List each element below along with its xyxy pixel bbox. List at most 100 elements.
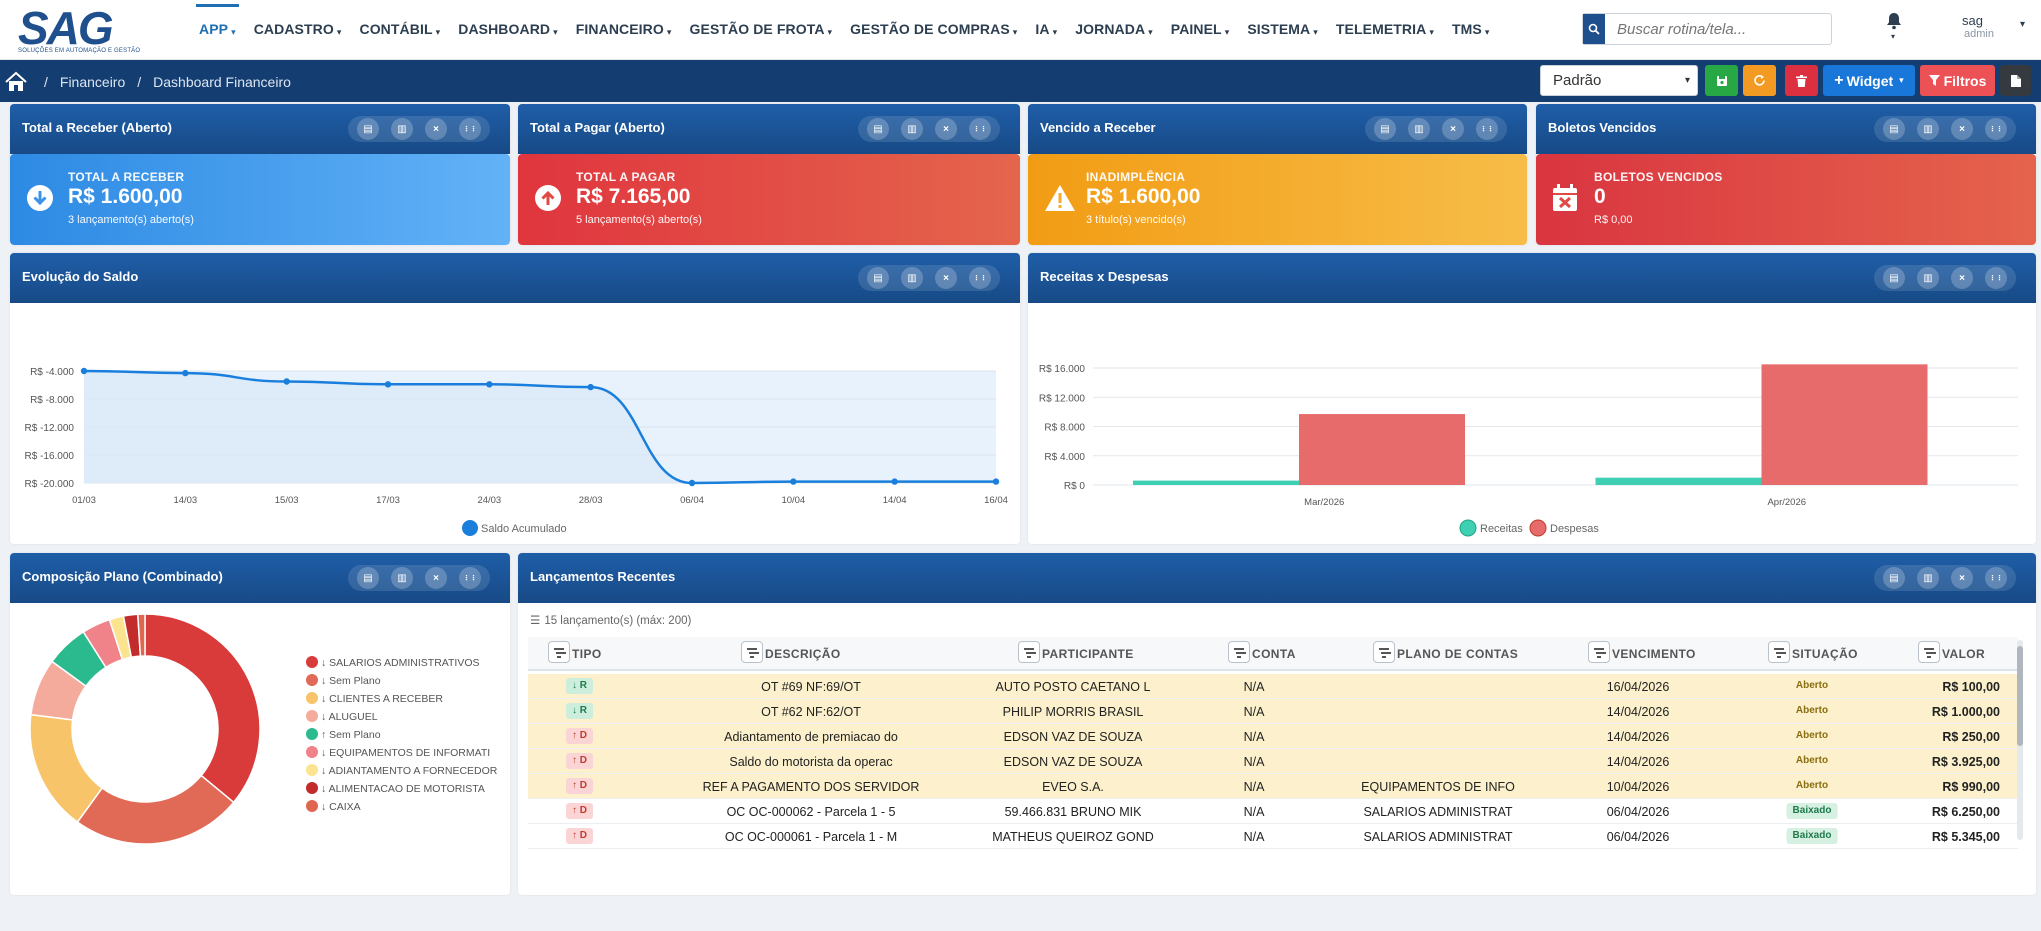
- cell-vencimento: 06/04/2026: [1606, 805, 1670, 819]
- filter-conta-button[interactable]: [1228, 641, 1250, 663]
- col-header-conta[interactable]: CONTA: [1252, 647, 1296, 661]
- filter-valor-button[interactable]: [1918, 641, 1940, 663]
- excel-export-icon[interactable]: ▥: [391, 118, 413, 140]
- panel-actions: ▤ ▥ × ⋮⋮: [1874, 116, 2016, 142]
- column-menu-icon[interactable]: ⋮⋮: [1985, 567, 2007, 589]
- pdf-export-icon[interactable]: ▤: [1883, 567, 1905, 589]
- pdf-export-icon[interactable]: ▤: [867, 267, 889, 289]
- excel-export-icon[interactable]: ▥: [901, 118, 923, 140]
- column-menu-icon[interactable]: ⋮⋮: [1985, 118, 2007, 140]
- search-box[interactable]: [1582, 13, 1832, 45]
- cell-conta: N/A: [1243, 705, 1265, 719]
- close-icon[interactable]: ×: [935, 267, 957, 289]
- menu-item-contabil[interactable]: CONTÁBIL ▾: [359, 21, 441, 37]
- search-icon[interactable]: [1583, 14, 1605, 44]
- table-row[interactable]: ↓ R OT #69 NF:69/OT AUTO POSTO CAETANO L N/…: [528, 674, 2018, 699]
- legend-swatch: [306, 764, 318, 776]
- col-header-vencimento[interactable]: VENCIMENTO: [1612, 647, 1696, 661]
- menu-item-ia[interactable]: IA ▾: [1035, 21, 1058, 37]
- sag-logo[interactable]: SAG SOLUÇÕES EM AUTOMAÇÃO E GESTÃO: [18, 5, 168, 58]
- panel-actions: ▤ ▥ × ⋮⋮: [1874, 265, 2016, 291]
- table-row[interactable]: ↑ D Saldo do motorista da operac EDSON VAZ…: [528, 749, 2018, 774]
- menu-item-painel[interactable]: PAINEL ▾: [1170, 21, 1230, 37]
- menu-item-financeiro[interactable]: FINANCEIRO ▾: [575, 21, 672, 37]
- menu-item-telemetria[interactable]: TELEMETRIA ▾: [1335, 21, 1434, 37]
- column-menu-icon[interactable]: ⋮⋮: [969, 118, 991, 140]
- filters-button[interactable]: Filtros: [1920, 65, 1995, 96]
- col-header-plano-de-contas[interactable]: PLANO DE CONTAS: [1397, 647, 1519, 661]
- pdf-export-icon[interactable]: ▤: [1883, 118, 1905, 140]
- filter-plano-de-contas-button[interactable]: [1373, 641, 1395, 663]
- menu-item-gestao-de-frota[interactable]: GESTÃO DE FROTA ▾: [689, 21, 833, 37]
- pdf-export-icon[interactable]: ▤: [1374, 118, 1396, 140]
- menu-item-sistema[interactable]: SISTEMA ▾: [1247, 21, 1318, 37]
- pdf-export-icon[interactable]: ▤: [1883, 267, 1905, 289]
- home-icon[interactable]: [4, 71, 28, 93]
- kpi-card: TOTAL A PAGAR R$ 7.165,00 5 lançamento(s) …: [518, 154, 1020, 245]
- layout-select[interactable]: Padrão ▾: [1540, 65, 1698, 96]
- close-icon[interactable]: ×: [1951, 118, 1973, 140]
- excel-export-icon[interactable]: ▥: [1917, 567, 1939, 589]
- user-menu[interactable]: sag admin ▾: [1962, 13, 2025, 40]
- search-input[interactable]: [1605, 20, 1825, 38]
- col-header-participante[interactable]: PARTICIPANTE: [1042, 647, 1134, 661]
- export-pdf-button[interactable]: [2000, 65, 2031, 96]
- column-menu-icon[interactable]: ⋮⋮: [969, 267, 991, 289]
- pdf-export-icon[interactable]: ▤: [357, 567, 379, 589]
- refresh-button[interactable]: [1743, 65, 1776, 96]
- pdf-export-icon[interactable]: ▤: [867, 118, 889, 140]
- kpi-card: TOTAL A RECEBER R$ 1.600,00 3 lançamento(s…: [10, 154, 510, 245]
- filter-vencimento-button[interactable]: [1588, 641, 1610, 663]
- close-icon[interactable]: ×: [1951, 267, 1973, 289]
- menu-item-cadastro[interactable]: CADASTRO ▾: [253, 21, 342, 37]
- filter-situacao-button[interactable]: [1768, 641, 1790, 663]
- plus-icon: +: [1834, 71, 1844, 89]
- save-layout-button[interactable]: [1705, 65, 1738, 96]
- filter-descricao-button[interactable]: [741, 641, 763, 663]
- situacao-badge: Aberto: [1795, 680, 1829, 691]
- table-row[interactable]: ↑ D Adiantamento de premiacao do EDSON VAZ…: [528, 724, 2018, 749]
- table-scrollbar[interactable]: [2017, 640, 2023, 840]
- cell-participante: PHILIP MORRIS BRASIL: [1002, 705, 1144, 719]
- breadcrumb-item-financeiro[interactable]: Financeiro: [59, 74, 126, 90]
- x-tick-label: 01/03: [72, 495, 96, 506]
- add-widget-button[interactable]: + Widget ▾: [1823, 65, 1915, 96]
- col-header-situacao[interactable]: SITUAÇÃO: [1792, 647, 1858, 661]
- delete-button[interactable]: [1785, 65, 1818, 96]
- filter-tipo-button[interactable]: [548, 641, 570, 663]
- pdf-export-icon[interactable]: ▤: [357, 118, 379, 140]
- table-header: TIPO DESCRIÇÃO PARTICIPANTE CONTA PLANO DE C…: [528, 637, 2018, 671]
- column-menu-icon[interactable]: ⋮⋮: [1985, 267, 2007, 289]
- excel-export-icon[interactable]: ▥: [901, 267, 923, 289]
- filter-participante-button[interactable]: [1018, 641, 1040, 663]
- menu-item-gestao-de-compras[interactable]: GESTÃO DE COMPRAS ▾: [850, 21, 1018, 37]
- excel-export-icon[interactable]: ▥: [1917, 118, 1939, 140]
- cell-valor: R$ 5.345,00: [1931, 830, 2000, 844]
- column-menu-icon[interactable]: ⋮⋮: [459, 567, 481, 589]
- menu-item-app[interactable]: APP ▾: [190, 0, 245, 58]
- excel-export-icon[interactable]: ▥: [1408, 118, 1430, 140]
- menu-item-dashboard[interactable]: DASHBOARD ▾: [458, 21, 558, 37]
- excel-export-icon[interactable]: ▥: [1917, 267, 1939, 289]
- table-row[interactable]: ↑ D REF A PAGAMENTO DOS SERVIDOR EVEO S.A.…: [528, 774, 2018, 799]
- column-menu-icon[interactable]: ⋮⋮: [1476, 118, 1498, 140]
- close-icon[interactable]: ×: [1442, 118, 1464, 140]
- col-header-descricao[interactable]: DESCRIÇÃO: [765, 647, 841, 661]
- x-tick-label: 06/04: [680, 495, 704, 506]
- menu-item-tms[interactable]: TMS ▾: [1451, 21, 1490, 37]
- close-icon[interactable]: ×: [935, 118, 957, 140]
- table-row[interactable]: ↑ D OC OC-000062 - Parcela 1 - 5 59.466.83…: [528, 799, 2018, 824]
- col-header-tipo[interactable]: TIPO: [572, 647, 602, 661]
- legend-swatch: [306, 710, 318, 722]
- column-menu-icon[interactable]: ⋮⋮: [459, 118, 481, 140]
- col-header-valor[interactable]: VALOR: [1942, 647, 1986, 661]
- notifications-bell-icon[interactable]: ▾: [1886, 12, 1902, 41]
- excel-export-icon[interactable]: ▥: [391, 567, 413, 589]
- table-row[interactable]: ↑ D OC OC-000061 - Parcela 1 - M MATHEUS Q…: [528, 824, 2018, 849]
- table-row[interactable]: ↓ R OT #62 NF:62/OT PHILIP MORRIS BRASIL N/…: [528, 699, 2018, 724]
- close-icon[interactable]: ×: [425, 118, 447, 140]
- close-icon[interactable]: ×: [1951, 567, 1973, 589]
- close-icon[interactable]: ×: [425, 567, 447, 589]
- menu-item-jornada[interactable]: JORNADA ▾: [1075, 21, 1153, 37]
- cell-valor: R$ 250,00: [1942, 730, 2000, 744]
